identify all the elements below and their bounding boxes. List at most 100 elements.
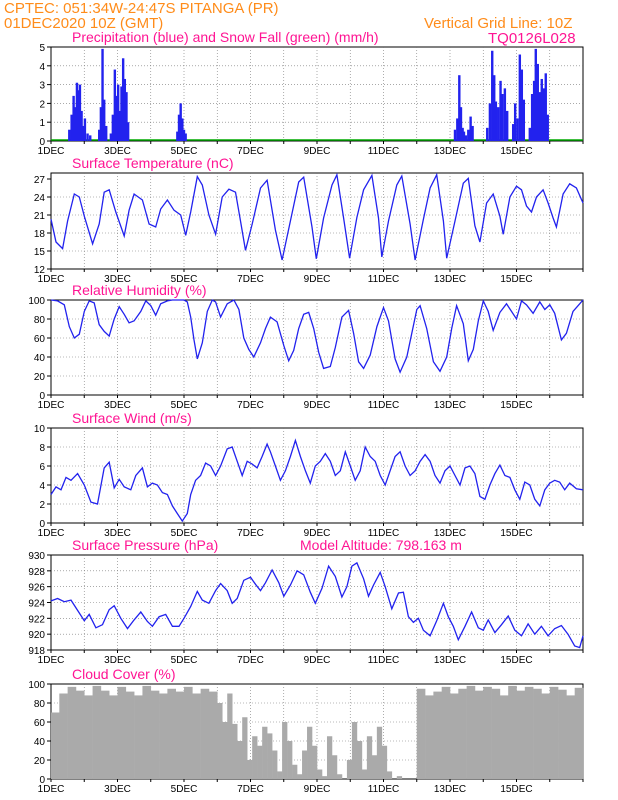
precip-bar [491, 50, 494, 142]
x-tick-label: 9DEC [304, 655, 331, 666]
y-tick-label: 4 [39, 481, 45, 492]
precip-bar [120, 86, 123, 141]
cloud-bar [150, 690, 160, 779]
date-header: 01DEC2020 10Z (GMT) [4, 15, 164, 32]
precip-bar [520, 69, 524, 141]
cloud-bar [117, 686, 127, 779]
x-tick-label: 15DEC [500, 528, 532, 539]
x-tick-label: 9DEC [304, 528, 331, 539]
x-tick-label: 11DEC [368, 146, 400, 157]
cloud-bar [208, 691, 218, 779]
precip-bar [115, 95, 119, 141]
x-tick-label: 15DEC [500, 274, 532, 285]
y-tick-label: 0 [39, 519, 45, 530]
panel-frame [50, 554, 584, 651]
cloud-bar [381, 745, 388, 779]
precip-bar [118, 110, 122, 141]
y-tick-label: 15 [34, 247, 46, 258]
precip-bar [123, 78, 127, 141]
y-tick-label: 0 [39, 775, 45, 786]
precip-bar [126, 122, 130, 141]
cloud-bar [159, 693, 168, 779]
precip-bar [488, 103, 492, 141]
x-tick-label: 5DEC [171, 655, 198, 666]
precip-bar [542, 88, 545, 141]
cloud-bar [508, 685, 517, 779]
cloud-bar [524, 686, 534, 779]
precip-bar [511, 124, 515, 141]
precip-bar [499, 80, 502, 141]
y-tick-label: 18 [34, 229, 46, 240]
series-line [50, 172, 584, 261]
precip-bar [176, 131, 179, 141]
x-tick-label: 11DEC [368, 784, 400, 795]
precip-bar [467, 129, 470, 141]
y-tick-label: 21 [34, 211, 46, 222]
x-tick-label: 5DEC [171, 274, 198, 285]
cloud-bar [297, 774, 303, 779]
x-tick-label: 5DEC [171, 528, 198, 539]
x-tick-label: 1DEC [38, 274, 65, 285]
cloud-bar [441, 686, 451, 779]
precip-bar [111, 114, 115, 141]
cloud-bar [366, 736, 373, 779]
grid-note: Vertical Grid Line: 10Z [424, 15, 573, 32]
y-tick-label: 60 [34, 334, 46, 345]
y-tick-label: 922 [28, 614, 45, 625]
cloud-bar [292, 764, 298, 779]
precip-bar [181, 118, 184, 141]
cloud-bar [356, 741, 363, 779]
x-tick-label: 15DEC [500, 146, 532, 157]
cloud-bar [346, 760, 353, 779]
precip-bar [540, 78, 543, 141]
cloud-bar [361, 769, 368, 779]
precip-bar [89, 135, 92, 141]
x-tick-label: 15DEC [500, 784, 532, 795]
precip-bar [80, 110, 83, 141]
panel-title: Precipitation (blue) and Snow Fall (gree… [72, 29, 379, 45]
cloud-bar [227, 693, 233, 779]
precip-bar [534, 48, 537, 141]
y-tick-label: 27 [34, 175, 46, 186]
x-tick-label: 5DEC [171, 784, 198, 795]
cloud-bar [371, 755, 378, 779]
precip-bar [493, 75, 496, 141]
precip-bar [471, 125, 474, 141]
cloud-bar [566, 695, 575, 779]
precip-bar [497, 107, 500, 141]
cloud-bar [317, 769, 323, 779]
cloud-bar [192, 693, 201, 779]
x-tick-label: 11DEC [368, 655, 400, 666]
y-tick-label: 80 [34, 315, 46, 326]
series-line [50, 438, 584, 523]
precip-bar [459, 107, 463, 141]
y-tick-label: 40 [34, 737, 46, 748]
series-line [50, 298, 584, 374]
y-tick-label: 6 [39, 462, 45, 473]
y-tick-label: 5 [39, 43, 45, 54]
cloud-bar [92, 685, 102, 779]
station-header: CPTEC: 051:34W-24:47S PITANGA (PR) [4, 0, 279, 17]
cloud-bar [59, 693, 68, 779]
cloud-bar [184, 686, 193, 779]
cloud-bar [416, 688, 426, 779]
precip-bar [177, 114, 181, 141]
precip-bar [83, 118, 87, 141]
precip-bar [101, 48, 104, 141]
cloud-bar [321, 776, 328, 779]
cloud-bar [67, 686, 77, 779]
x-tick-label: 7DEC [237, 274, 264, 285]
precip-bar [494, 101, 498, 141]
precip-bar [501, 94, 504, 141]
x-tick-label: 9DEC [304, 400, 331, 411]
x-tick-label: 5DEC [171, 400, 198, 411]
precip-bar [184, 133, 187, 141]
cloud-bar [312, 745, 318, 779]
precip-bar [522, 99, 526, 141]
cloud-bar [51, 712, 60, 779]
precip-bar [73, 107, 77, 141]
cloud-bar [433, 691, 442, 779]
precip-bar [486, 127, 489, 141]
cloud-bar [125, 691, 135, 779]
cloud-bar [109, 695, 118, 779]
